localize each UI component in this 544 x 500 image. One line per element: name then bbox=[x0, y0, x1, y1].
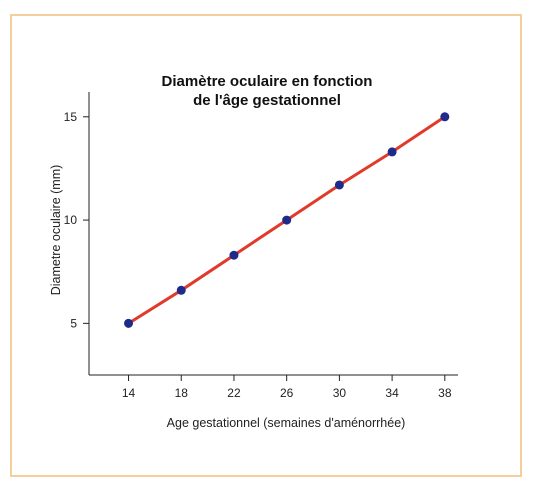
data-point bbox=[176, 285, 186, 295]
data-point bbox=[124, 318, 134, 328]
x-tick-label: 34 bbox=[385, 386, 399, 400]
chart-title-line-1: Diamètre oculaire en fonction bbox=[162, 73, 373, 90]
x-tick-label: 38 bbox=[438, 386, 452, 400]
x-tick-label: 14 bbox=[122, 386, 136, 400]
x-tick-label: 22 bbox=[227, 386, 241, 400]
data-point bbox=[387, 147, 397, 157]
y-tick-label: 5 bbox=[70, 316, 77, 330]
data-point bbox=[282, 215, 292, 225]
chart-title-line-2: de l'âge gestationnel bbox=[193, 92, 341, 109]
y-axis-label: Diametre oculaire (mm) bbox=[49, 165, 63, 296]
data-point bbox=[229, 250, 239, 260]
x-tick-label: 30 bbox=[333, 386, 347, 400]
y-ticks: 5 10 15 bbox=[64, 110, 89, 330]
x-ticks: 14 18 22 26 30 34 38 bbox=[122, 375, 452, 400]
series bbox=[124, 112, 450, 328]
x-axis-label: Age gestationnel (semaines d'aménorrhée) bbox=[167, 416, 406, 430]
data-point bbox=[334, 180, 344, 190]
chart-frame bbox=[10, 14, 522, 477]
y-tick-label: 10 bbox=[64, 213, 78, 227]
x-tick-label: 18 bbox=[175, 386, 189, 400]
y-tick-label: 15 bbox=[64, 110, 78, 124]
data-point bbox=[440, 112, 450, 122]
x-tick-label: 26 bbox=[280, 386, 294, 400]
